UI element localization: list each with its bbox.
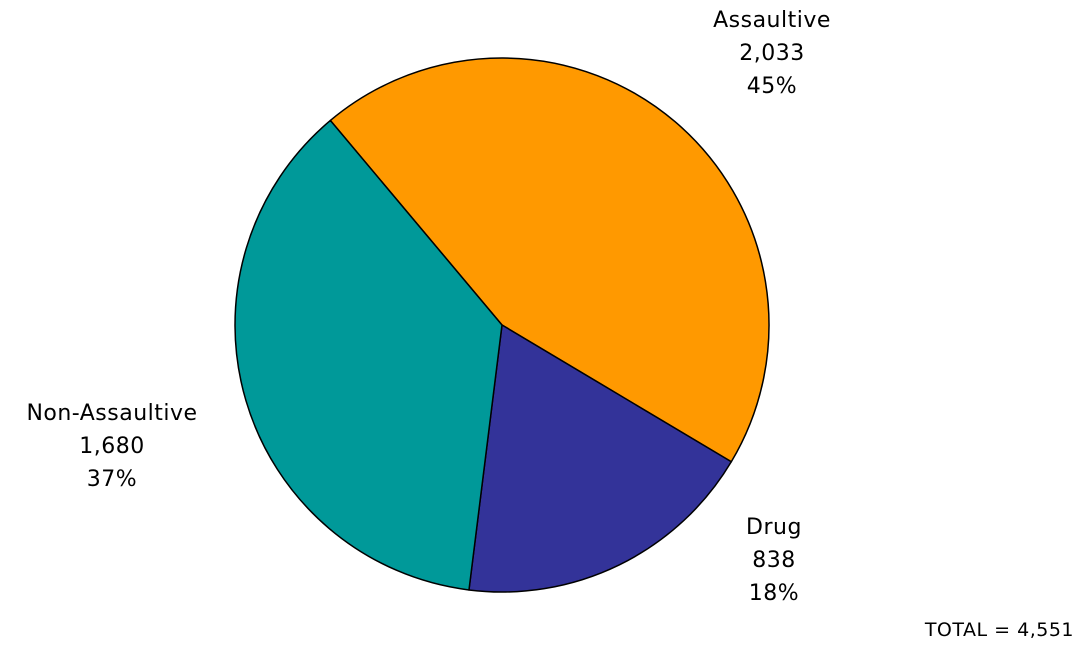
slice-value-non-assaultive: 1,680 — [79, 434, 145, 459]
slice-value-drug: 838 — [752, 548, 796, 573]
slice-label-assaultive: Assaultive 2,033 45% — [684, 4, 860, 103]
total-label: TOTAL = 4,551 — [924, 619, 1074, 641]
slice-name-assaultive: Assaultive — [713, 8, 831, 33]
slice-label-non-assaultive: Non-Assaultive 1,680 37% — [0, 397, 224, 496]
slice-percent-non-assaultive: 37% — [86, 467, 138, 492]
slice-percent-assaultive: 45% — [746, 74, 798, 99]
slice-name-drug: Drug — [746, 515, 802, 540]
slice-label-drug: Drug 838 18% — [686, 511, 862, 610]
pie-slice-non-assaultive — [234, 119, 503, 591]
slice-percent-drug: 18% — [748, 581, 800, 606]
slice-name-non-assaultive: Non-Assaultive — [26, 401, 198, 426]
pie-slices — [234, 57, 770, 593]
slice-value-assaultive: 2,033 — [739, 41, 805, 66]
pie-slice-drug — [468, 324, 733, 593]
pie-slice-assaultive — [329, 57, 770, 463]
